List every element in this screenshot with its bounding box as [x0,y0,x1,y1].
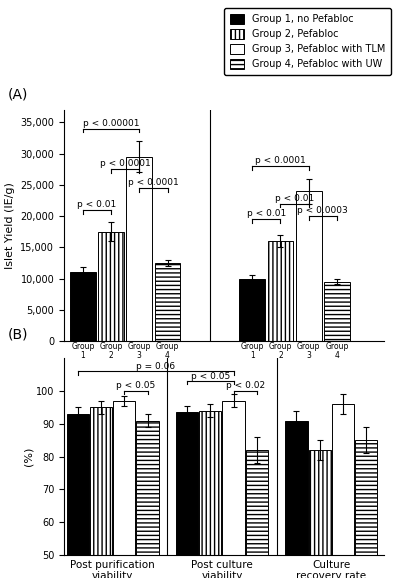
Text: p < 0.02: p < 0.02 [226,381,265,391]
Bar [332,404,354,578]
Bar [126,157,152,341]
Text: p < 0.0001: p < 0.0001 [100,160,150,168]
Bar [136,421,159,578]
Bar [222,401,245,578]
Bar [66,414,89,578]
Bar [113,401,135,578]
Bar [246,450,268,578]
Text: p < 0.01: p < 0.01 [247,209,286,218]
Text: p < 0.0001: p < 0.0001 [128,178,179,187]
Y-axis label: Islet Yield (IE/g): Islet Yield (IE/g) [5,182,15,269]
Bar [355,440,378,578]
Legend: Group 1, no Pefabloc, Group 2, Pefabloc, Group 3, Pefabloc with TLM, Group 4, Pe: Group 1, no Pefabloc, Group 2, Pefabloc,… [224,8,391,75]
Text: p < 0.01: p < 0.01 [275,194,314,203]
Bar [154,263,180,341]
Bar [308,450,331,578]
Bar [98,232,124,341]
Y-axis label: (%): (%) [23,447,33,466]
Bar [239,279,265,341]
Bar [285,421,308,578]
Bar [324,281,350,341]
Bar [90,407,112,578]
Text: (A): (A) [8,87,28,101]
Bar [268,241,294,341]
Bar [199,411,222,578]
Bar [176,413,198,578]
Bar [296,191,322,341]
Text: p = 0.06: p = 0.06 [136,362,175,371]
Text: p < 0.0001: p < 0.0001 [255,156,306,165]
Text: Post purification: Post purification [252,391,337,401]
Text: p < 0.00001: p < 0.00001 [83,118,139,128]
Text: p < 0.05: p < 0.05 [191,372,230,381]
Text: p < 0.05: p < 0.05 [116,381,156,391]
Text: p < 0.01: p < 0.01 [77,200,116,209]
Text: (B): (B) [8,328,28,342]
Text: p < 0.0003: p < 0.0003 [298,206,348,215]
Bar [70,272,96,341]
Text: Pre purification: Pre purification [86,391,165,401]
